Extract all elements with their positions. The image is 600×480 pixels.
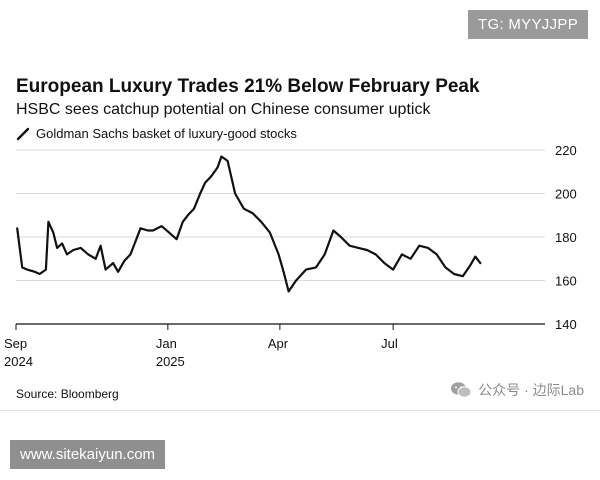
x-tick-sublabel-0: 2024 [4,354,33,369]
y-tick-label-180: 180 [555,230,577,245]
legend-label: Goldman Sachs basket of luxury-good stoc… [36,126,297,141]
telegram-badge: TG: MYYJJPP [468,10,588,39]
y-tick-label-200: 200 [555,187,577,202]
legend-line-icon [16,127,30,140]
line-chart: 140 160 180 200 220 Sep 2024 Jan 2025 Apr Jul [4,143,577,369]
source-note: Source: Bloomberg [16,387,119,401]
wechat-icon [451,382,472,398]
x-tick-label-2: Apr [268,336,289,351]
legend: Goldman Sachs basket of luxury-good stoc… [16,126,297,141]
chart-subtitle: HSBC sees catchup potential on Chinese c… [16,101,431,118]
y-tick-label-140: 140 [555,317,577,332]
chart-title: European Luxury Trades 21% Below Februar… [16,76,480,97]
x-tick-label-3: Jul [381,336,398,351]
divider [0,410,600,411]
series-line-0 [16,155,482,293]
x-tick-label-0: Sep [4,336,27,351]
x-tick-label-1: Jan [156,336,177,351]
y-tick-label-220: 220 [555,143,577,158]
y-tick-label-160: 160 [555,274,577,289]
watermark-text: 公众号 · 边际Lab [478,382,584,398]
x-tick-sublabel-1: 2025 [156,354,185,369]
wechat-watermark: 公众号 · 边际Lab [450,380,584,400]
site-url-badge: www.sitekaiyun.com [10,440,166,469]
